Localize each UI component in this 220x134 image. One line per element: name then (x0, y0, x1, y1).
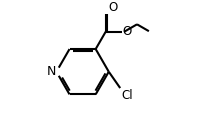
Text: N: N (46, 65, 56, 78)
Text: O: O (123, 25, 132, 38)
Text: Cl: Cl (121, 89, 133, 102)
Text: O: O (108, 1, 118, 14)
